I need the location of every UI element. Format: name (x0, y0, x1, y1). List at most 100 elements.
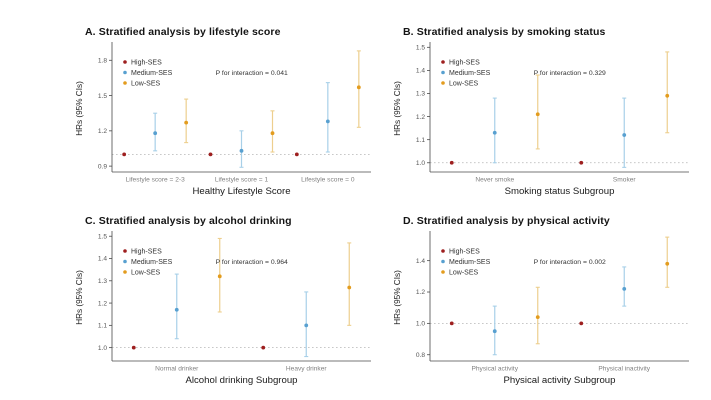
point-estimate-marker (217, 274, 222, 279)
legend-marker (441, 270, 445, 274)
legend-label: Low-SES (131, 80, 161, 87)
p-interaction-text: P for interaction = 0.964 (216, 259, 288, 266)
legend-label: Medium-SES (449, 259, 491, 266)
legend-marker (441, 259, 445, 264)
legend-label: High-SES (131, 248, 162, 255)
y-axis-title: HRs (95% CIs) (75, 81, 84, 136)
point-estimate-marker (347, 285, 352, 290)
legend-label: Medium-SES (449, 70, 491, 77)
legend-marker (123, 70, 127, 75)
y-tick-label: 0.8 (416, 352, 425, 359)
y-tick-label: 1.4 (416, 258, 425, 265)
panel-grid: A. Stratified analysis by lifestyle scor… (72, 26, 698, 398)
legend-label: High-SES (131, 59, 162, 66)
point-estimate-marker (449, 321, 454, 326)
point-estimate-marker (208, 152, 213, 157)
point-estimate-marker (294, 152, 299, 157)
legend-label: High-SES (449, 248, 480, 255)
x-axis-title: Smoking status Subgroup (505, 186, 615, 197)
legend-marker (441, 70, 445, 75)
legend-label: Low-SES (131, 269, 161, 276)
panel-c-alcohol-drinking: C. Stratified analysis by alcohol drinki… (72, 215, 380, 398)
y-tick-label: 1.2 (416, 289, 425, 296)
panel-a-plot: 0.9 1.2 1.5 1.8 HRs (95% CIs) Lifestyle score… (75, 42, 371, 197)
point-estimate-marker (535, 112, 540, 117)
x-axis-title: Physical activity Subgroup (504, 375, 616, 386)
point-estimate-marker (131, 345, 136, 350)
point-estimate-marker (492, 329, 497, 334)
panel-d-title: D. Stratified analysis by physical activ… (403, 215, 610, 227)
legend-marker (123, 81, 127, 85)
panel-b-plot: 1.0 1.1 1.2 1.3 1.4 1.5 HRs (95% CIs) Never smo… (393, 42, 689, 197)
y-tick-label: 1.3 (98, 278, 107, 285)
point-estimate-marker (665, 261, 670, 266)
point-estimate-marker (492, 130, 497, 135)
y-tick-label: 1.2 (98, 300, 107, 307)
y-tick-label: 1.4 (416, 68, 425, 75)
x-axis-title: Healthy Lifestyle Score (192, 186, 290, 197)
legend-marker (441, 81, 445, 85)
point-estimate-marker (579, 321, 584, 326)
y-tick-label: 1.0 (98, 345, 107, 352)
legend-marker (441, 249, 445, 253)
point-estimate-marker (184, 120, 189, 125)
panel-a-lifestyle-score: A. Stratified analysis by lifestyle scor… (72, 26, 380, 209)
y-tick-label: 1.5 (98, 233, 107, 240)
legend-marker (123, 270, 127, 274)
y-axis-title: HRs (95% CIs) (393, 270, 402, 325)
y-tick-label: 1.2 (98, 128, 107, 135)
x-category-label: Heavy drinker (286, 366, 327, 373)
legend-label: Low-SES (449, 269, 479, 276)
legend-marker (123, 249, 127, 253)
point-estimate-marker (174, 307, 179, 312)
x-category-label: Smoker (613, 177, 637, 184)
x-category-label: Never smoke (475, 177, 514, 184)
p-interaction-text: P for interaction = 0.041 (216, 70, 288, 77)
y-axis-title: HRs (95% CIs) (75, 270, 84, 325)
x-category-label: Lifestyle score = 2-3 (126, 177, 186, 184)
point-estimate-marker (261, 345, 266, 350)
point-estimate-marker (122, 152, 127, 157)
point-estimate-marker (304, 323, 309, 328)
legend-label: Low-SES (449, 80, 479, 87)
panel-d-physical-activity: D. Stratified analysis by physical activ… (390, 215, 698, 398)
y-tick-label: 1.1 (98, 323, 107, 330)
x-category-label: Normal drinker (155, 366, 199, 373)
point-estimate-marker (356, 85, 361, 90)
y-tick-label: 1.2 (416, 114, 425, 121)
y-tick-label: 1.1 (416, 137, 425, 144)
p-interaction-text: P for interaction = 0.002 (534, 259, 606, 266)
y-tick-label: 1.5 (98, 93, 107, 100)
point-estimate-marker (325, 119, 330, 124)
legend-label: High-SES (449, 59, 480, 66)
point-estimate-marker (622, 133, 627, 137)
x-category-label: Physical activity (471, 366, 518, 373)
panel-b-title: B. Stratified analysis by smoking status (403, 26, 606, 38)
point-estimate-marker (153, 131, 158, 136)
y-tick-label: 1.8 (98, 57, 107, 64)
x-category-label: Lifestyle score = 1 (215, 177, 269, 184)
y-tick-label: 1.4 (98, 256, 107, 263)
panel-c-title: C. Stratified analysis by alcohol drinki… (85, 215, 292, 227)
point-estimate-marker (535, 315, 540, 319)
x-category-label: Physical inactivity (598, 366, 650, 373)
point-estimate-marker (270, 131, 275, 136)
y-tick-label: 1.0 (416, 321, 425, 328)
y-tick-label: 1.3 (416, 91, 425, 98)
legend-marker (123, 259, 127, 264)
y-tick-label: 1.5 (416, 45, 425, 52)
point-estimate-marker (239, 148, 244, 153)
legend-marker (441, 60, 445, 64)
panel-b-smoking-status: B. Stratified analysis by smoking status… (390, 26, 698, 209)
legend-marker (123, 60, 127, 64)
legend-label: Medium-SES (131, 70, 173, 77)
panel-c-plot: 1.0 1.1 1.2 1.3 1.4 1.5 HRs (95% CIs) Normal dr… (75, 231, 371, 386)
p-interaction-text: P for interaction = 0.329 (534, 70, 606, 77)
point-estimate-marker (665, 93, 670, 98)
y-tick-label: 0.9 (98, 163, 107, 170)
y-axis-title: HRs (95% CIs) (393, 81, 402, 136)
y-tick-label: 1.0 (416, 160, 425, 167)
legend-label: Medium-SES (131, 259, 173, 266)
x-category-label: Lifestyle score = 0 (301, 177, 355, 184)
